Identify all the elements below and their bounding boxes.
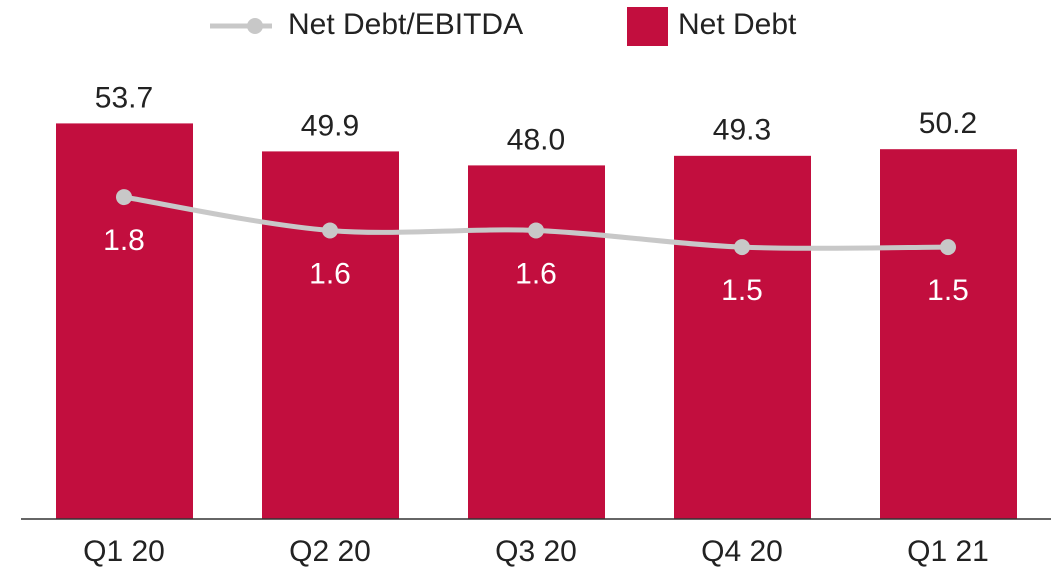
x-tick-label: Q1 21 (907, 535, 989, 568)
line-value-label: 1.8 (103, 224, 145, 257)
line-marker (940, 239, 956, 256)
x-tick-label: Q3 20 (495, 535, 577, 568)
line-marker (528, 222, 544, 239)
line-marker (734, 239, 750, 256)
line-value-label: 1.6 (515, 257, 557, 290)
line-marker (116, 189, 132, 206)
line-value-label: 1.5 (721, 274, 763, 307)
x-tick-label: Q1 20 (83, 535, 165, 568)
legend-swatch (627, 7, 668, 46)
bar (674, 155, 811, 519)
bar (468, 165, 605, 519)
bar (56, 123, 193, 519)
x-tick-label: Q4 20 (701, 535, 783, 568)
bar-value-label: 49.9 (301, 109, 359, 142)
bar-value-label: 50.2 (919, 107, 977, 140)
bar (880, 149, 1017, 519)
bar-value-label: 49.3 (713, 114, 771, 147)
bar-value-label: 53.7 (95, 81, 153, 114)
line-value-label: 1.5 (927, 274, 969, 307)
legend-label: Net Debt/EBITDA (288, 8, 523, 41)
legend-label: Net Debt (678, 8, 797, 41)
line-value-label: 1.6 (309, 257, 351, 290)
bar (262, 151, 399, 520)
bar-value-label: 48.0 (507, 123, 565, 156)
legend-marker (247, 18, 263, 34)
x-tick-label: Q2 20 (289, 535, 371, 568)
line-marker (322, 222, 338, 239)
